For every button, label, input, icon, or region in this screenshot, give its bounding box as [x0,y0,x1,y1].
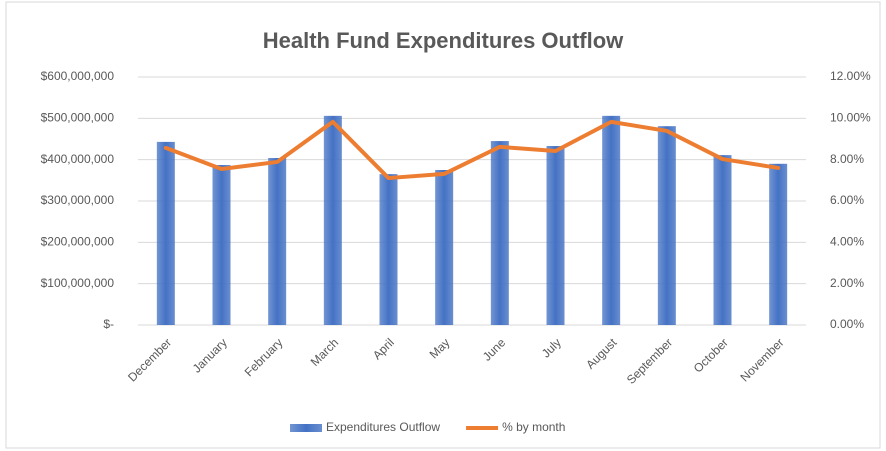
chart-title: Health Fund Expenditures Outflow [263,28,624,53]
bar [156,141,175,325]
y-tick-label: $600,000,000 [41,69,115,83]
bar [713,155,732,325]
line [163,119,781,181]
y-tick-label: $200,000,000 [41,235,115,249]
bar [602,115,621,325]
bar [435,170,454,325]
bar [546,146,565,325]
y2-tick-label: 6.00% [830,193,864,207]
y-tick-label: $100,000,000 [41,276,115,290]
y2-tick-label: 10.00% [830,111,871,125]
y-tick-label: $500,000,000 [41,111,115,125]
legend-label: % by month [502,420,565,434]
bar [490,141,509,325]
bar [323,115,342,325]
bar [268,158,287,325]
y2-tick-label: 12.00% [830,69,871,83]
legend-swatch [290,424,322,432]
y-tick-label: $400,000,000 [41,152,115,166]
bar [769,163,788,325]
bar [212,165,231,325]
y2-tick-label: 4.00% [830,235,864,249]
legend-label: Expenditures Outflow [326,420,440,434]
y2-tick-label: 0.00% [830,317,864,331]
bar [379,174,398,325]
bar [657,126,676,325]
y2-tick-label: 8.00% [830,152,864,166]
y-tick-label: $- [103,317,114,331]
y-tick-label: $300,000,000 [41,193,115,207]
y2-tick-label: 2.00% [830,276,864,290]
